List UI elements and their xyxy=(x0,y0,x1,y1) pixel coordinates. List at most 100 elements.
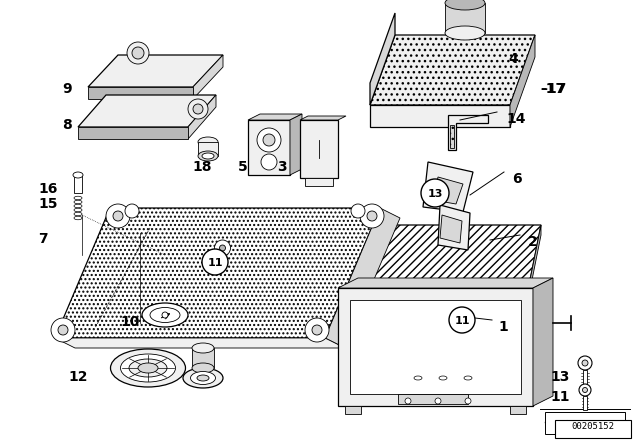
Polygon shape xyxy=(192,348,214,368)
Polygon shape xyxy=(248,114,302,120)
Text: 00205152: 00205152 xyxy=(572,422,614,431)
Polygon shape xyxy=(533,278,553,406)
Polygon shape xyxy=(523,225,541,325)
Text: 11: 11 xyxy=(207,258,223,268)
Ellipse shape xyxy=(414,376,422,380)
Circle shape xyxy=(51,318,75,342)
Ellipse shape xyxy=(198,151,218,161)
Polygon shape xyxy=(358,315,523,325)
Circle shape xyxy=(351,204,365,218)
Polygon shape xyxy=(74,175,82,193)
Polygon shape xyxy=(300,120,338,178)
Text: 13: 13 xyxy=(550,370,570,384)
Ellipse shape xyxy=(198,137,218,147)
Ellipse shape xyxy=(74,216,82,220)
Polygon shape xyxy=(305,178,333,186)
Ellipse shape xyxy=(138,363,158,373)
Text: 16: 16 xyxy=(38,182,58,196)
Ellipse shape xyxy=(74,196,82,200)
Circle shape xyxy=(405,398,411,404)
Ellipse shape xyxy=(192,363,214,373)
Text: 11: 11 xyxy=(454,316,470,326)
Polygon shape xyxy=(545,412,625,434)
Polygon shape xyxy=(338,288,533,406)
Ellipse shape xyxy=(445,26,485,40)
Circle shape xyxy=(263,134,275,146)
Circle shape xyxy=(220,245,225,251)
Polygon shape xyxy=(345,406,361,414)
Text: 1: 1 xyxy=(498,320,508,334)
Ellipse shape xyxy=(129,359,167,377)
Ellipse shape xyxy=(439,376,447,380)
Ellipse shape xyxy=(74,212,82,216)
Polygon shape xyxy=(55,338,345,348)
Circle shape xyxy=(367,211,377,221)
Circle shape xyxy=(465,398,471,404)
Polygon shape xyxy=(350,300,521,394)
Polygon shape xyxy=(88,87,193,99)
Circle shape xyxy=(305,318,329,342)
Polygon shape xyxy=(370,105,510,127)
Polygon shape xyxy=(248,120,290,175)
Ellipse shape xyxy=(74,208,82,212)
Text: 18: 18 xyxy=(192,160,211,174)
Polygon shape xyxy=(450,125,454,148)
Polygon shape xyxy=(88,55,223,87)
Text: 8: 8 xyxy=(62,118,72,132)
Polygon shape xyxy=(583,370,587,385)
Circle shape xyxy=(435,398,441,404)
Text: 15: 15 xyxy=(38,197,58,211)
Bar xyxy=(555,420,631,438)
Polygon shape xyxy=(358,225,541,315)
Text: 14: 14 xyxy=(506,112,525,126)
Circle shape xyxy=(582,360,588,366)
Polygon shape xyxy=(78,95,216,127)
Polygon shape xyxy=(440,215,462,243)
Circle shape xyxy=(261,154,277,170)
Ellipse shape xyxy=(191,371,216,384)
Circle shape xyxy=(214,240,230,256)
Text: 2: 2 xyxy=(528,235,538,249)
Ellipse shape xyxy=(73,172,83,178)
Ellipse shape xyxy=(183,368,223,388)
Ellipse shape xyxy=(445,0,485,10)
Ellipse shape xyxy=(150,307,180,323)
Circle shape xyxy=(582,388,588,392)
Circle shape xyxy=(125,204,139,218)
Ellipse shape xyxy=(142,303,188,327)
Polygon shape xyxy=(290,114,302,175)
Text: 6: 6 xyxy=(512,172,522,186)
Polygon shape xyxy=(510,35,535,127)
Circle shape xyxy=(449,307,475,333)
Text: 10: 10 xyxy=(120,315,140,329)
Ellipse shape xyxy=(74,204,82,208)
Polygon shape xyxy=(438,205,470,250)
Polygon shape xyxy=(510,406,526,414)
Polygon shape xyxy=(583,396,587,410)
Polygon shape xyxy=(193,55,223,99)
Circle shape xyxy=(312,325,322,335)
Circle shape xyxy=(257,128,281,152)
Polygon shape xyxy=(370,35,535,105)
Circle shape xyxy=(106,204,130,228)
Polygon shape xyxy=(198,142,218,156)
Text: 3: 3 xyxy=(277,160,287,174)
Text: 12: 12 xyxy=(68,370,88,384)
Polygon shape xyxy=(300,116,346,120)
Polygon shape xyxy=(325,208,400,348)
Polygon shape xyxy=(445,3,485,33)
Circle shape xyxy=(132,47,144,59)
Circle shape xyxy=(193,104,203,114)
Polygon shape xyxy=(448,115,488,150)
Circle shape xyxy=(578,356,592,370)
Circle shape xyxy=(127,42,149,64)
Polygon shape xyxy=(188,95,216,139)
Circle shape xyxy=(421,179,449,207)
Ellipse shape xyxy=(197,375,209,381)
Text: 13: 13 xyxy=(428,189,443,199)
Text: 4: 4 xyxy=(508,52,518,66)
Text: 5: 5 xyxy=(238,160,248,174)
Circle shape xyxy=(188,99,208,119)
Circle shape xyxy=(202,249,228,275)
Polygon shape xyxy=(78,127,188,139)
